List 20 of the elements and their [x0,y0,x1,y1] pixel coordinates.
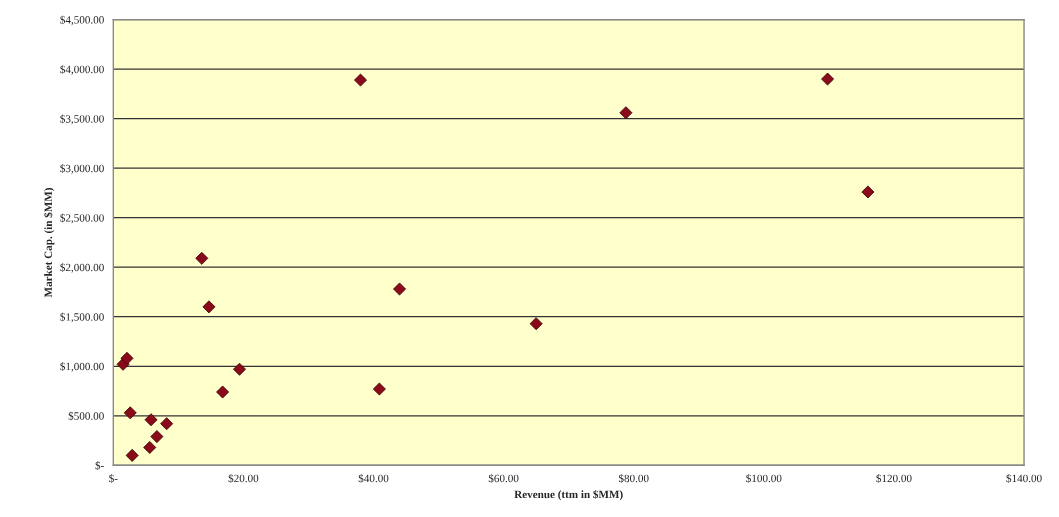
y-tick-label: $3,500.00 [60,114,104,125]
x-tick-label: $60.00 [488,473,519,483]
x-tick-label: $120.00 [876,473,912,483]
y-tick-label: $2,500.00 [60,213,104,224]
x-tick-label: $40.00 [358,473,389,483]
y-tick-label: $1,500.00 [60,312,104,323]
y-tick-label: $4,000.00 [60,64,104,75]
y-tick-label: $3,000.00 [60,164,104,174]
y-tick-label: $1,000.00 [60,362,104,372]
x-tick-label: $20.00 [228,473,259,483]
x-tick-label: $100.00 [746,473,782,483]
y-tick-label: $- [95,461,104,470]
x-tick-label: $140.00 [1006,473,1042,483]
x-axis-title: Revenue (ttm in $MM) [514,489,623,501]
y-axis-title: Market Cap. (in $MM) [43,188,55,298]
y-tick-label: $4,500.00 [60,15,104,26]
y-tick-label: $500.00 [68,411,104,421]
x-tick-label: $- [109,473,118,483]
y-tick-label: $2,000.00 [60,263,104,273]
x-tick-label: $80.00 [618,473,649,483]
